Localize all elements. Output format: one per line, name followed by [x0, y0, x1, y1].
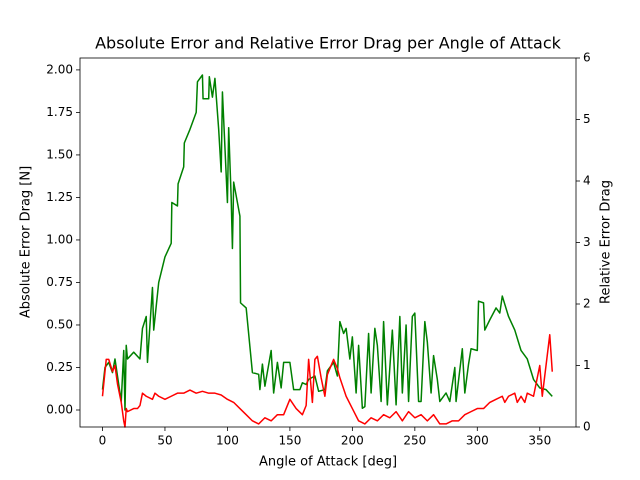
x-tick-label: 0 [99, 434, 107, 448]
x-tick-label: 150 [278, 434, 301, 448]
y2-tick-label: 2 [583, 297, 591, 311]
y2-tick-label: 5 [583, 112, 591, 126]
y-tick-label: 1.25 [46, 190, 73, 204]
y-tick-label: 0.50 [46, 317, 73, 331]
x-tick-label: 250 [403, 434, 426, 448]
y2-tick-label: 0 [583, 420, 591, 434]
chart-title: Absolute Error and Relative Error Drag p… [95, 34, 562, 53]
y-tick-label: 1.00 [46, 232, 73, 246]
y-tick-label: 0.75 [46, 275, 73, 289]
x-axis-label: Angle of Attack [deg] [259, 455, 397, 470]
y-tick-label: 1.50 [46, 147, 73, 161]
y-axis-label: Absolute Error Drag [N] [19, 166, 34, 318]
data-line [101, 334, 554, 428]
y-tick-label: 1.75 [46, 105, 73, 119]
x-tick-label: 350 [528, 434, 551, 448]
x-tick-label: 100 [216, 434, 239, 448]
data-line [101, 74, 553, 411]
y2-axis-label: Relative Error Drag [599, 180, 614, 304]
y2-tick-label: 1 [583, 358, 591, 372]
y2-tick-label: 6 [583, 51, 591, 65]
x-tick-label: 50 [157, 434, 172, 448]
y-tick-label: 0.00 [46, 402, 73, 416]
plot-frame [79, 57, 577, 428]
x-tick-label: 300 [466, 434, 489, 448]
y2-tick-label: 3 [583, 235, 591, 249]
y2-tick-label: 4 [583, 174, 591, 188]
y-tick-label: 0.25 [46, 360, 73, 374]
x-tick-label: 200 [341, 434, 364, 448]
y-tick-label: 2.00 [46, 62, 73, 76]
